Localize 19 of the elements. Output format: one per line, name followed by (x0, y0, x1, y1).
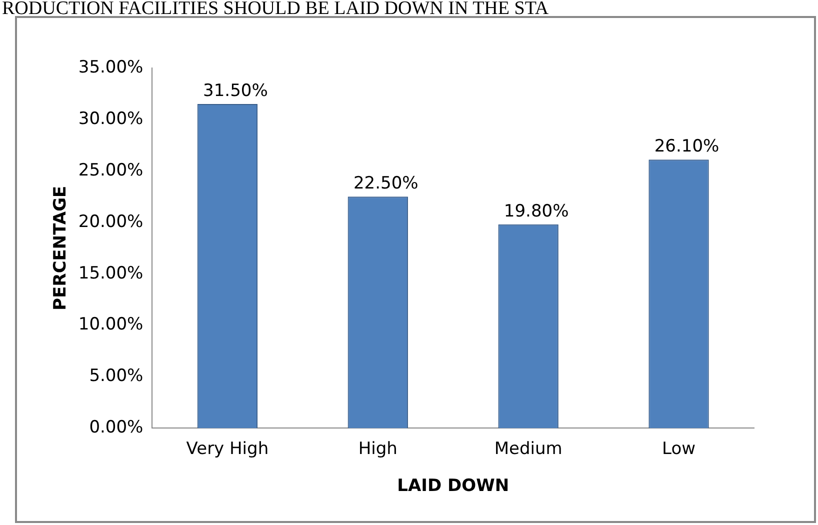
chart-title: RODUCTION FACILITIES SHOULD BE LAID DOWN IN THE STA (1, 0, 550, 19)
x-tick-label: Very High (186, 438, 269, 459)
y-axis-title: PERCENTAGE (50, 186, 71, 310)
y-tick-label: 35.00% (78, 57, 144, 78)
x-axis-title: LAID DOWN (397, 476, 510, 496)
y-tick-label: 30.00% (78, 108, 144, 129)
x-tick-label: Medium (494, 438, 562, 459)
data-label: 22.50% (353, 174, 418, 194)
x-tick-label: High (358, 438, 398, 459)
y-tick-label: 20.00% (78, 212, 144, 232)
y-tick-label: 10.00% (78, 314, 144, 335)
x-tick-label: Low (662, 438, 696, 459)
y-tick-label: 5.00% (89, 366, 144, 386)
y-tick-label: 0.00% (89, 418, 144, 438)
data-label: 26.10% (654, 136, 720, 157)
data-label: 31.50% (203, 80, 268, 101)
data-label: 19.80% (504, 201, 569, 222)
y-tick-label: 15.00% (78, 263, 144, 284)
y-tick-label: 25.00% (78, 160, 144, 180)
